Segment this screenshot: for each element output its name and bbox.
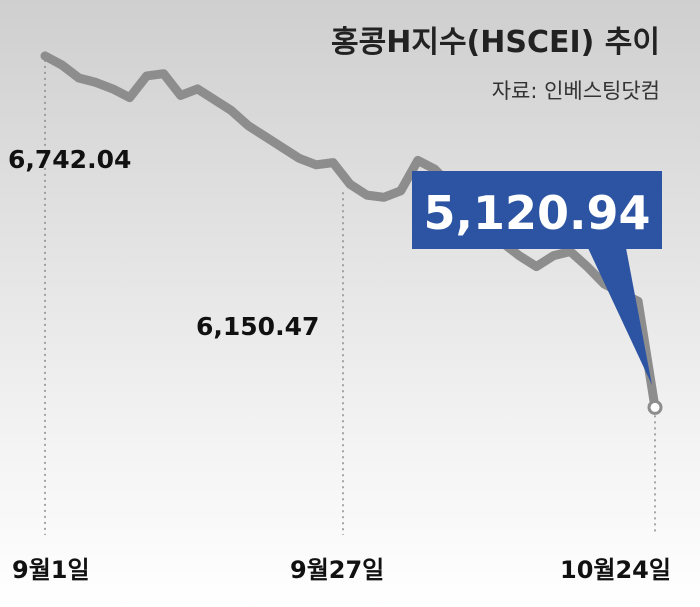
x-label-mid: 9월27일 (290, 556, 384, 584)
data-point (179, 94, 182, 97)
data-point (298, 157, 301, 160)
annotation-mid-value: 6,150.47 (196, 312, 319, 341)
chart-source: 자료: 인베스팅닷컴 (492, 79, 660, 103)
data-point (315, 163, 318, 166)
data-point (552, 254, 555, 257)
data-point (416, 159, 419, 162)
data-points (44, 54, 663, 415)
data-point (349, 183, 351, 186)
data-point (365, 194, 368, 197)
chart-title: 홍콩H지수(HSCEI) 추이 (331, 25, 660, 60)
data-point (332, 161, 335, 164)
data-point (44, 54, 46, 57)
data-point (77, 77, 80, 79)
data-point (213, 98, 216, 101)
data-point (518, 254, 521, 257)
annotation-end-value: 5,120.94 (424, 186, 651, 240)
data-point (145, 74, 148, 77)
data-point (60, 64, 63, 66)
callout-box (412, 171, 662, 249)
data-point (569, 250, 572, 253)
data-point (162, 72, 165, 75)
data-point (637, 300, 640, 303)
data-point (196, 87, 199, 90)
data-point (433, 168, 436, 171)
data-point (111, 87, 114, 90)
annotation-start-value: 6,742.04 (8, 145, 131, 174)
data-point (382, 196, 385, 199)
data-point (586, 265, 589, 268)
data-point (647, 399, 663, 415)
data-point (128, 96, 131, 99)
data-point (264, 135, 267, 138)
data-point (281, 146, 284, 149)
data-point (535, 265, 538, 268)
data-point (247, 124, 250, 127)
data-point (230, 109, 233, 112)
data-point (94, 81, 97, 84)
x-label-end: 10월24일 (560, 556, 671, 584)
data-point (399, 189, 402, 192)
callout-pointer (588, 248, 652, 385)
x-label-start: 9월1일 (12, 556, 90, 584)
